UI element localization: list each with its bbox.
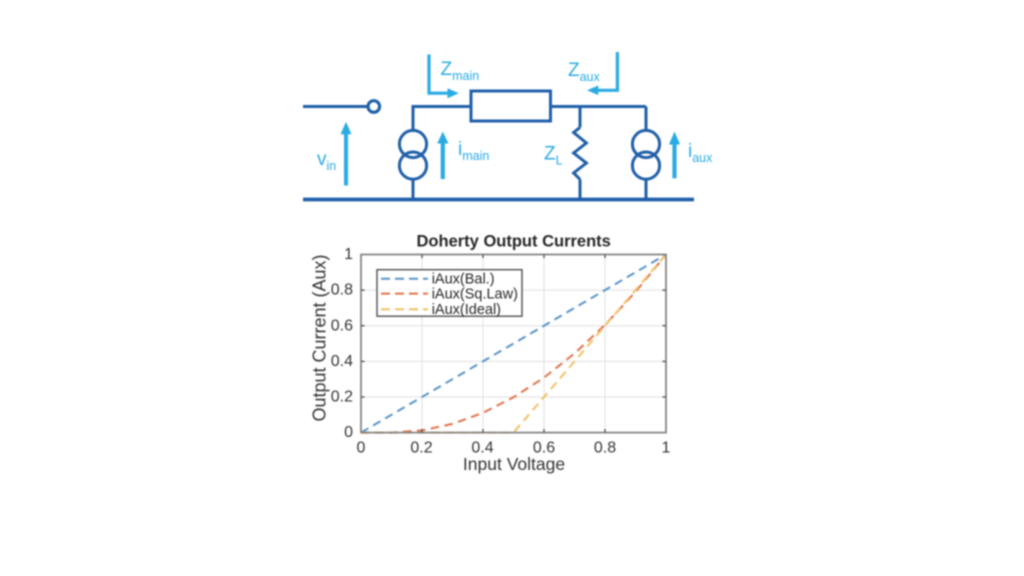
svg-text:Output Current (Aux): Output Current (Aux): [310, 254, 330, 421]
svg-text:0.6: 0.6: [533, 440, 555, 457]
svg-text:0.8: 0.8: [331, 282, 353, 299]
svg-text:0.4: 0.4: [331, 353, 353, 370]
svg-text:iAux(Bal.): iAux(Bal.): [432, 272, 495, 288]
svg-text:0.6: 0.6: [331, 317, 353, 334]
svg-text:0.4: 0.4: [471, 440, 493, 457]
svg-text:iAux(Sq.Law): iAux(Sq.Law): [432, 286, 518, 302]
svg-text:Doherty Output Currents: Doherty Output Currents: [417, 233, 611, 251]
svg-text:0: 0: [344, 424, 353, 441]
svg-text:0.2: 0.2: [410, 440, 432, 457]
svg-text:0: 0: [357, 440, 366, 457]
svg-text:1: 1: [344, 246, 353, 263]
svg-text:1: 1: [662, 440, 671, 457]
svg-text:0.8: 0.8: [594, 440, 616, 457]
svg-text:iAux(Ideal): iAux(Ideal): [432, 302, 501, 318]
svg-text:0.2: 0.2: [331, 389, 353, 406]
svg-text:Input Voltage: Input Voltage: [463, 454, 565, 474]
